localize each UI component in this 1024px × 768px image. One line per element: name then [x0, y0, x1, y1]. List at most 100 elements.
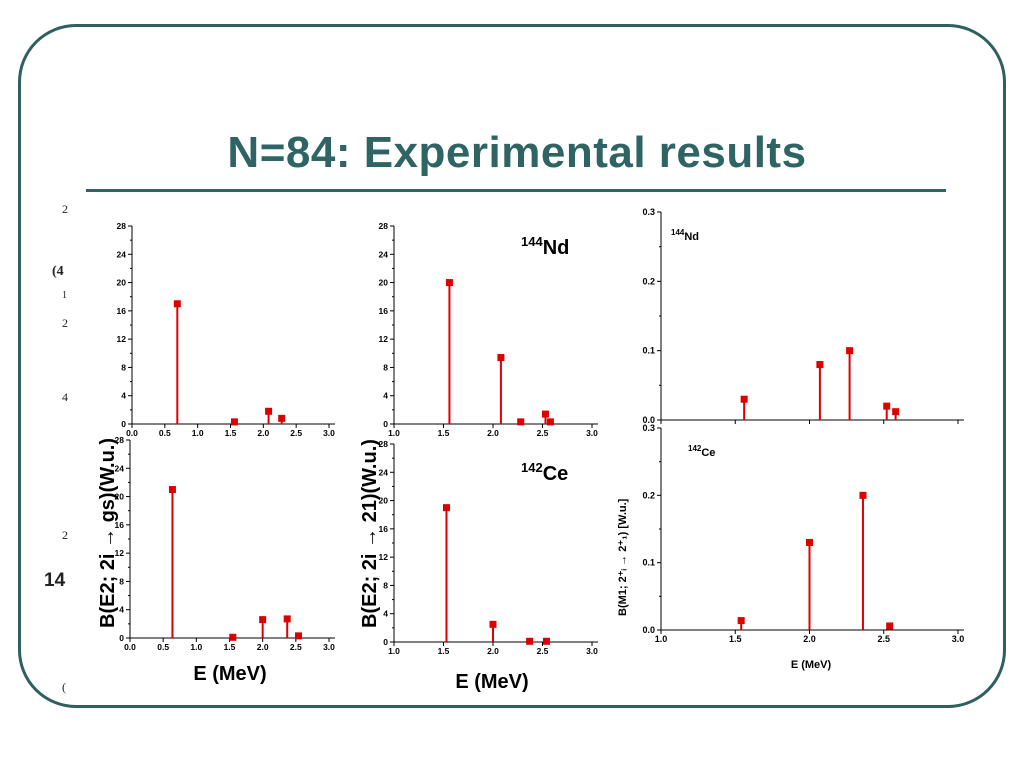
- y-tick-label: 8: [383, 362, 388, 372]
- data-point: [740, 395, 748, 403]
- data-point: [737, 617, 745, 625]
- y-tick-label: 0.2: [642, 490, 655, 500]
- x-tick-label: 0.0: [124, 642, 136, 652]
- y-tick-label: 4: [119, 605, 124, 615]
- data-point: [168, 486, 176, 493]
- data-point: [859, 491, 867, 499]
- y-tick-label: 12: [379, 552, 389, 562]
- y-tick-label: 20: [117, 278, 127, 288]
- x-tick-label: 2.5: [537, 428, 549, 438]
- x-tick-label: 2.5: [537, 646, 549, 656]
- nucleus-label-142ce-m1: 142Ce: [688, 444, 715, 459]
- x-tick-label: 3.0: [586, 428, 598, 438]
- y-tick-label: 0: [383, 637, 388, 647]
- fragment-text: 4: [62, 390, 68, 404]
- y-tick-label: 8: [119, 576, 124, 586]
- y-tick-label: 28: [379, 221, 389, 231]
- x-tick-label: 1.0: [192, 428, 204, 438]
- y-tick-label: 0: [383, 419, 388, 429]
- data-point: [806, 538, 813, 546]
- y-tick-label: 16: [379, 306, 389, 316]
- x-tick-label: 3.0: [952, 634, 965, 644]
- bm1-figure: B(M1; 2⁺ᵢ → 2⁺₁) [W.u.] E (MeV) 144Nd 14…: [610, 196, 972, 696]
- y-tick-label: 28: [117, 221, 127, 231]
- fragment-text: (4: [52, 264, 64, 279]
- x-tick-label: 2.0: [257, 642, 269, 652]
- y-tick-label: 24: [379, 249, 389, 259]
- x-tick-label: 0.5: [157, 642, 169, 652]
- y-tick-label: 8: [121, 362, 126, 372]
- y-tick-label: 0.0: [642, 625, 655, 635]
- x-tick-label: 1.0: [388, 428, 400, 438]
- data-point: [229, 633, 237, 641]
- ylabel-gs: B(E2; 2i → gs)(W.u.): [97, 438, 119, 628]
- x-tick-label: 1.5: [438, 428, 450, 438]
- x-tick-label: 1.5: [225, 428, 237, 438]
- data-point: [546, 418, 554, 426]
- x-tick-label: 2.0: [803, 634, 816, 644]
- element-symbol: Ce: [701, 447, 715, 459]
- element-symbol: Ce: [543, 463, 569, 485]
- panel-gs-142ce: 0 4 8 12 16 20 24 28 0.0 0.5 1.0 1.5 2.0 2.5 3.0: [115, 435, 336, 652]
- fragment-text: 2: [62, 528, 68, 542]
- x-tick-label: 1.0: [655, 634, 668, 644]
- data-point: [541, 410, 549, 418]
- x-tick-label: 1.5: [729, 634, 742, 644]
- data-point: [489, 620, 497, 628]
- x-tick-label: 2.5: [290, 642, 302, 652]
- fragment-text: (: [62, 680, 66, 694]
- data-point: [886, 622, 894, 630]
- mass-number: 144: [521, 234, 543, 249]
- x-tick-label: 2.0: [487, 646, 499, 656]
- y-tick-label: 0.3: [642, 423, 655, 433]
- x-tick-label: 2.5: [877, 634, 890, 644]
- data-point: [445, 279, 453, 287]
- be2-figure-svg: B(E2; 2i → gs)(W.u.) B(E2; 2i → 21)(W.u.…: [97, 221, 599, 693]
- mass-number: 142: [521, 460, 543, 475]
- y-tick-label: 12: [115, 548, 125, 558]
- y-tick-label: 24: [117, 249, 127, 259]
- x-tick-label: 1.0: [190, 642, 202, 652]
- data-point: [497, 354, 505, 362]
- data-point: [816, 361, 824, 369]
- y-tick-label: 4: [383, 609, 388, 619]
- data-point: [892, 408, 900, 416]
- data-point: [846, 347, 854, 355]
- data-point: [294, 632, 302, 640]
- y-tick-label: 4: [383, 391, 388, 401]
- fragment-text: 2: [62, 316, 68, 330]
- data-point: [265, 407, 273, 415]
- x-tick-label: 2.0: [487, 428, 499, 438]
- x-tick-label: 3.0: [586, 646, 598, 656]
- slide-title: N=84: Experimental results: [227, 128, 807, 177]
- fragment-text: 14: [44, 570, 66, 591]
- data-point: [230, 418, 238, 426]
- x-tick-label: 3.0: [323, 642, 335, 652]
- be2-figure: B(E2; 2i → gs)(W.u.) B(E2; 2i → 21)(W.u.…: [84, 196, 656, 700]
- panel-m1-142ce: 0.0 0.1 0.2 0.3 1.0 1.5 2.0 2.5 3.0: [642, 423, 964, 644]
- data-point: [542, 637, 550, 645]
- xlabel-right: E (MeV): [455, 671, 528, 693]
- y-tick-label: 0.1: [642, 558, 655, 568]
- element-symbol: Nd: [543, 237, 570, 259]
- x-tick-label: 2.5: [290, 428, 302, 438]
- x-tick-label: 1.0: [388, 646, 400, 656]
- panel-gs-144nd: 0 4 8 12 16 20 24 28 0.0 0.5 1.0 1.5 2.0 2.5 3.0: [117, 221, 336, 438]
- y-tick-label: 24: [379, 467, 389, 477]
- data-point: [526, 637, 534, 645]
- y-tick-label: 16: [379, 524, 389, 534]
- y-tick-label: 28: [115, 435, 125, 445]
- x-tick-label: 1.5: [224, 642, 236, 652]
- nucleus-label-144nd: 144Nd: [521, 234, 569, 259]
- slide-frame: [18, 24, 1006, 708]
- y-tick-label: 0.1: [642, 346, 655, 356]
- x-tick-label: 0.0: [126, 428, 138, 438]
- x-tick-label: 1.5: [438, 646, 450, 656]
- y-tick-label: 16: [117, 306, 127, 316]
- panel-m1-144nd: 0.0 0.1 0.2 0.3: [642, 207, 964, 425]
- ylabel-bm1: B(M1; 2⁺ᵢ → 2⁺₁) [W.u.]: [617, 498, 629, 616]
- panel-21-144nd: 0 4 8 12 16 20 24 28 1.0 1.5 2.0 2.5 3.0: [379, 221, 599, 438]
- y-tick-label: 0.0: [642, 415, 655, 425]
- fragment-text: 2: [62, 202, 68, 216]
- fragment-text: 1: [62, 290, 67, 301]
